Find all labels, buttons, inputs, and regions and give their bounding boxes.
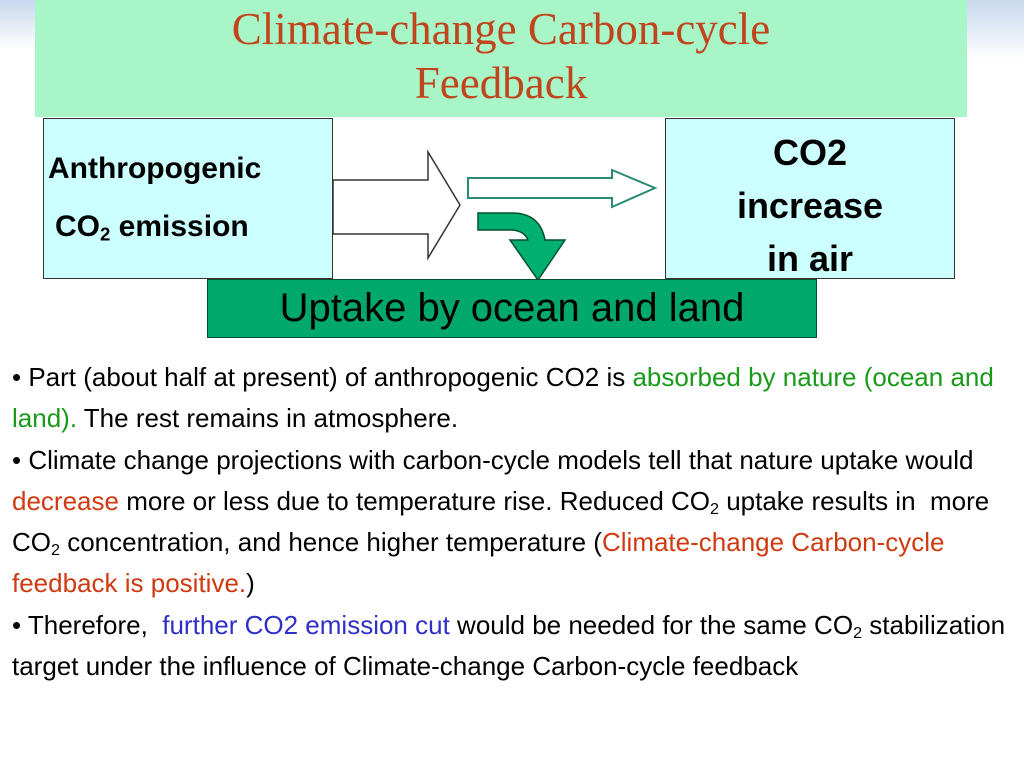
text: CO2 [772, 132, 848, 173]
text: ) [246, 568, 255, 599]
subscript: 2 [100, 223, 111, 245]
title-banner [35, 0, 967, 117]
text: • Part (about half at present) of anthro… [12, 362, 633, 392]
text: increase [736, 185, 884, 226]
bullet: • Part (about half at present) of anthro… [12, 357, 1018, 440]
emission-arrow [332, 149, 461, 261]
highlight: Climate-change Carbon-cycle feedback is … [12, 527, 952, 599]
text: in air [766, 238, 854, 279]
text: stabilization target under the influence… [12, 609, 1013, 682]
text: would be needed for the same CO [449, 609, 854, 640]
text: • Therefore, [12, 609, 163, 640]
text: concentration, and hence higher temperat… [59, 527, 602, 558]
title: Climate-change Carbon-cycle Feedback [231, 4, 771, 108]
subscript: 2 [853, 623, 863, 642]
corner-shade [967, 0, 1024, 60]
bullet-list: • Part (about half at present) of anthro… [12, 357, 1018, 687]
uptake-arrow [477, 212, 567, 282]
text: The rest remains in atmosphere. [77, 403, 459, 434]
text: CO [55, 210, 100, 243]
source-label: CO2 emission [55, 210, 249, 244]
bullet: • Therefore, further CO2 emission cut wo… [12, 605, 1018, 688]
highlight: decrease [12, 485, 119, 516]
bullet: • Climate change projections with carbon… [12, 440, 1018, 605]
subscript: 2 [710, 499, 719, 518]
source-label: Anthropogenic [48, 152, 262, 185]
subscript: 2 [51, 541, 60, 560]
highlight: absorbed by nature (ocean and land). [12, 362, 1002, 434]
highlight: further CO2 emission cut [162, 609, 450, 640]
target-label: CO2 increase in air [665, 126, 955, 285]
target-box [665, 118, 955, 279]
text: uptake results in more CO [12, 485, 997, 558]
text: emission [110, 210, 249, 243]
sink-label: Uptake by ocean and land [207, 279, 817, 338]
source-box [43, 118, 333, 279]
text: • Climate change projections with carbon… [12, 444, 981, 475]
increase-arrow [467, 168, 658, 209]
corner-shade [0, 0, 35, 50]
text: more or less due to temperature rise. Re… [118, 485, 711, 516]
